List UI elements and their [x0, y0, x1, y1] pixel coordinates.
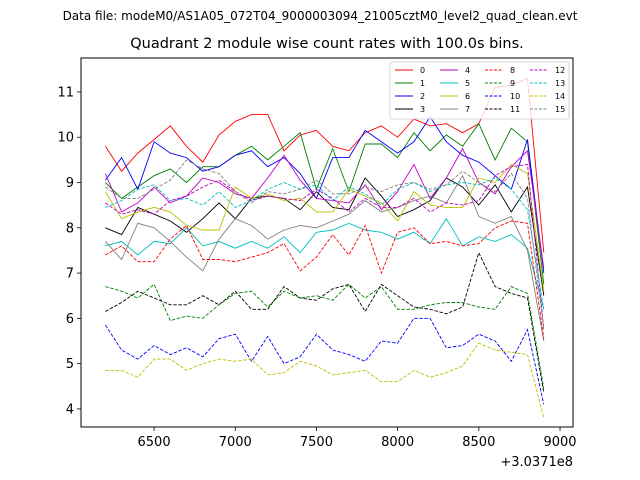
x-tick-label: 6500	[138, 435, 171, 450]
legend-label-0: 0	[420, 66, 425, 75]
legend-label-5: 5	[465, 79, 470, 88]
chart-suptitle: Data file: modeM0/AS1A05_072T04_90000030…	[63, 9, 578, 23]
legend-label-8: 8	[510, 66, 515, 75]
series-line-11	[105, 251, 545, 394]
legend-label-1: 1	[420, 79, 425, 88]
legend-label-10: 10	[510, 92, 520, 101]
legend-label-7: 7	[465, 105, 470, 114]
x-tick-label: 8000	[381, 435, 414, 450]
series-line-13	[105, 177, 545, 310]
y-tick-label: 5	[66, 357, 74, 372]
series-layer	[104, 77, 545, 419]
legend-label-6: 6	[465, 92, 470, 101]
y-tick-label: 7	[66, 267, 74, 282]
series-line-9	[105, 283, 545, 389]
legend-label-14: 14	[555, 92, 565, 101]
legend-label-15: 15	[555, 105, 565, 114]
series-line-12	[105, 163, 545, 330]
series-line-15	[105, 159, 545, 330]
series-line-2	[105, 116, 545, 274]
x-tick-label: 7000	[219, 435, 252, 450]
series-line-6	[105, 163, 545, 292]
legend-label-2: 2	[420, 92, 425, 101]
series-line-8	[105, 220, 545, 339]
legend-label-12: 12	[555, 66, 565, 75]
x-tick-label: 9000	[543, 435, 576, 450]
y-tick-label: 10	[57, 131, 74, 146]
y-tick-label: 8	[66, 221, 74, 236]
series-line-7	[105, 174, 545, 342]
series-line-0	[105, 77, 545, 253]
y-tick-label: 11	[57, 85, 74, 100]
y-tick-label: 4	[66, 402, 74, 417]
legend-label-3: 3	[420, 105, 425, 114]
y-tick-label: 9	[66, 176, 74, 191]
series-line-1	[105, 122, 545, 285]
y-tick-label: 6	[66, 312, 74, 327]
legend-label-4: 4	[465, 66, 470, 75]
x-offset-label: +3.0371e8	[500, 455, 573, 470]
legend-label-13: 13	[555, 79, 565, 88]
series-line-14	[105, 342, 545, 419]
series-line-10	[105, 317, 545, 405]
x-tick-label: 8500	[462, 435, 495, 450]
legend-label-11: 11	[510, 105, 520, 114]
x-tick-label: 7500	[300, 435, 333, 450]
series-line-4	[104, 147, 545, 269]
legend-frame	[389, 61, 570, 120]
chart-title: Quadrant 2 module wise count rates with …	[130, 36, 524, 52]
ticks-layer: 6500 7000 7500 8000 8500 9000 4 5 6 7 8 9 10 11	[57, 85, 576, 450]
series-line-5	[105, 217, 545, 310]
axes-frame	[80, 57, 574, 428]
legend-label-9: 9	[510, 79, 515, 88]
